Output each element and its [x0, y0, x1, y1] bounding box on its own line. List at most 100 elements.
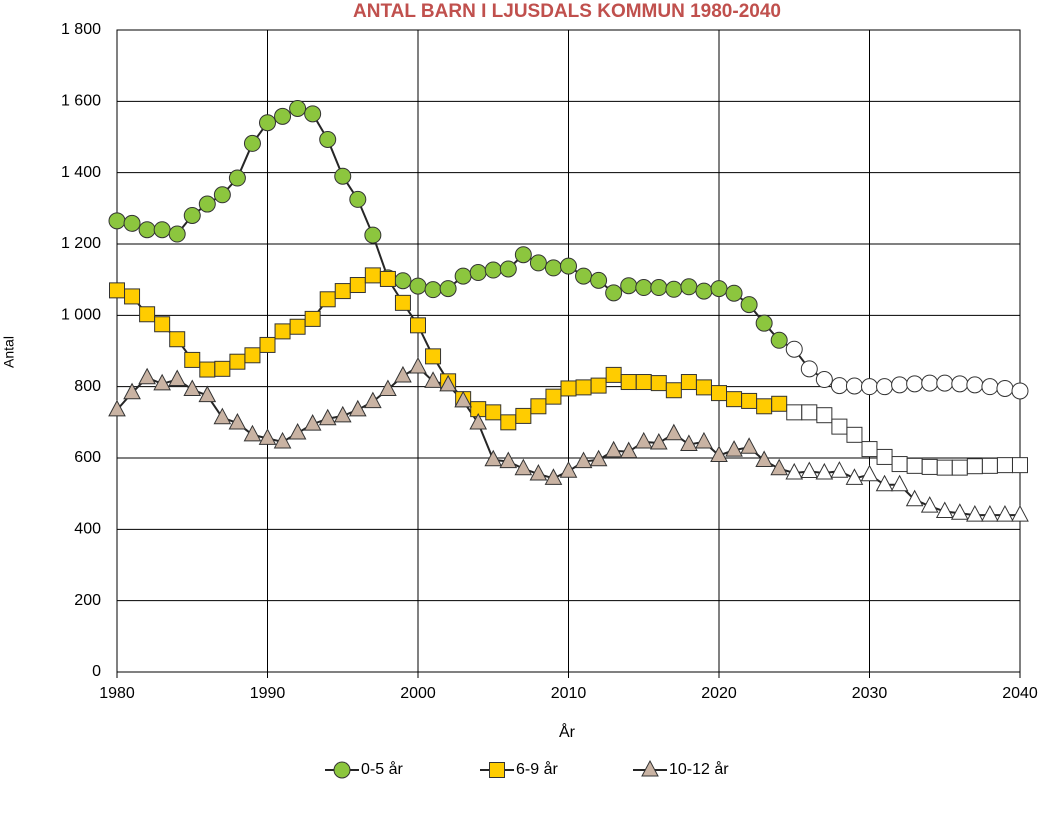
marker — [574, 451, 593, 469]
marker — [334, 167, 352, 185]
marker — [439, 280, 457, 298]
marker — [816, 407, 833, 424]
marker — [575, 267, 593, 285]
marker — [410, 317, 426, 334]
marker — [590, 271, 608, 289]
marker — [800, 360, 818, 378]
marker — [514, 458, 533, 476]
marker — [184, 351, 201, 368]
marker — [439, 374, 457, 392]
marker — [845, 468, 864, 485]
marker — [906, 457, 923, 474]
marker — [545, 388, 562, 405]
y-tick-label: 200 — [74, 592, 101, 609]
marker — [710, 280, 728, 298]
marker — [138, 221, 156, 239]
marker — [951, 459, 968, 476]
marker — [303, 414, 322, 431]
marker — [273, 431, 292, 449]
legend-item: 6-9 år — [480, 760, 558, 778]
marker — [801, 404, 818, 421]
marker — [364, 226, 382, 244]
x-tick-label: 2010 — [551, 685, 587, 702]
marker — [620, 277, 638, 295]
marker — [966, 376, 984, 394]
marker — [936, 374, 954, 392]
marker — [695, 431, 713, 449]
marker — [288, 422, 307, 440]
y-tick-label: 0 — [92, 663, 101, 680]
marker — [199, 361, 216, 378]
marker — [289, 318, 306, 335]
y-axis-title: Antal — [1, 336, 17, 368]
marker — [274, 323, 291, 340]
marker — [1011, 382, 1029, 400]
marker — [815, 462, 834, 480]
marker — [966, 458, 983, 475]
marker — [334, 283, 351, 300]
marker — [319, 291, 336, 308]
marker — [198, 385, 217, 403]
marker — [726, 391, 743, 408]
marker — [875, 474, 894, 492]
marker — [259, 336, 276, 353]
marker — [394, 272, 412, 290]
marker — [454, 267, 472, 285]
marker — [649, 432, 668, 450]
marker — [289, 99, 307, 117]
marker — [259, 114, 276, 132]
marker — [364, 391, 382, 409]
marker — [515, 407, 532, 424]
marker — [154, 316, 171, 333]
marker — [650, 279, 668, 297]
marker — [409, 356, 427, 374]
marker — [319, 130, 337, 148]
marker — [770, 458, 789, 476]
marker — [1012, 457, 1028, 474]
marker — [123, 382, 141, 400]
marker — [755, 450, 773, 467]
marker — [169, 331, 186, 348]
marker — [183, 206, 201, 224]
marker — [109, 282, 125, 299]
marker — [589, 449, 608, 467]
marker — [529, 463, 548, 481]
marker — [680, 434, 698, 451]
legend-label: 6-9 år — [516, 760, 558, 778]
marker — [454, 390, 472, 408]
marker — [786, 404, 803, 421]
marker — [1011, 505, 1029, 522]
y-tick-label: 800 — [74, 378, 101, 395]
marker — [861, 378, 878, 396]
y-tick-label: 1 200 — [61, 235, 101, 252]
marker — [484, 449, 503, 467]
marker — [153, 221, 171, 239]
marker — [304, 105, 322, 123]
marker — [560, 380, 577, 397]
marker — [785, 340, 803, 358]
marker — [318, 408, 337, 426]
marker — [244, 347, 261, 364]
y-tick-label: 400 — [74, 521, 101, 538]
legend-label: 0-5 år — [361, 760, 403, 778]
marker — [756, 398, 773, 415]
marker — [725, 440, 743, 457]
marker — [891, 456, 908, 473]
legend-item: 10-12 år — [633, 759, 729, 778]
marker — [815, 371, 833, 389]
marker — [153, 373, 171, 391]
marker — [394, 294, 411, 311]
marker — [620, 374, 637, 391]
marker — [770, 331, 788, 349]
marker — [695, 282, 713, 300]
marker — [590, 377, 607, 394]
marker — [333, 405, 352, 423]
marker — [348, 399, 367, 417]
marker — [740, 296, 758, 314]
marker — [198, 195, 216, 213]
marker — [711, 385, 727, 402]
marker — [409, 277, 427, 295]
marker — [830, 461, 849, 478]
marker — [424, 281, 442, 299]
marker — [680, 374, 697, 391]
